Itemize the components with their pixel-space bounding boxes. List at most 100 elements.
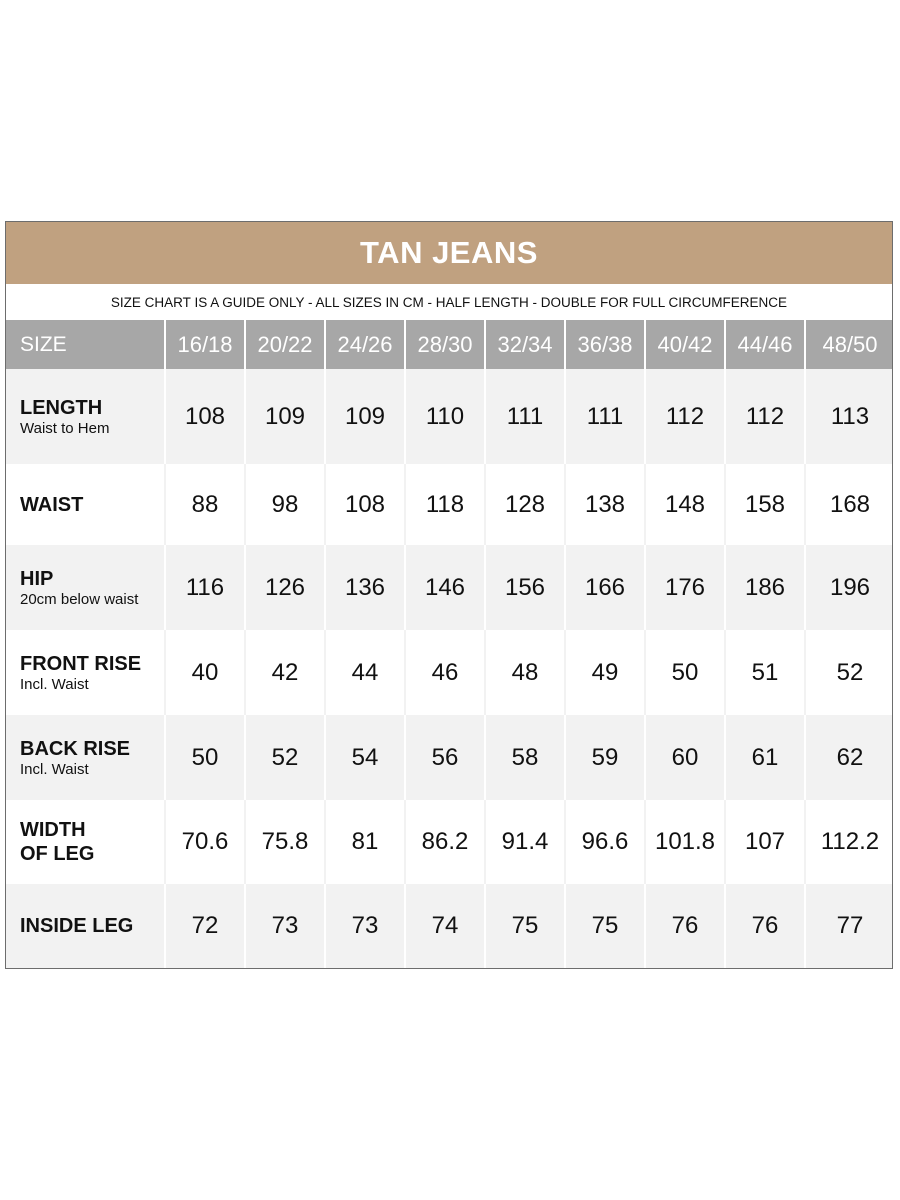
table-cell: 76 xyxy=(644,884,725,968)
row-label-cell: HIP 20cm below waist xyxy=(6,545,165,630)
table-cell: 44 xyxy=(324,630,405,715)
table-cell: 75 xyxy=(564,884,645,968)
table-cell: 48 xyxy=(484,630,565,715)
table-cell: 61 xyxy=(724,715,805,800)
table-cell: 58 xyxy=(484,715,565,800)
table-cell: 86.2 xyxy=(404,800,485,884)
table-cell: 62 xyxy=(804,715,892,800)
row-label: WAIST xyxy=(20,493,84,516)
row-sublabel: Waist to Hem xyxy=(20,419,110,437)
table-cell: 112 xyxy=(724,369,805,464)
row-label: BACK RISE xyxy=(20,737,131,760)
size-col-header: 36/38 xyxy=(564,320,645,369)
row-label: LENGTH xyxy=(20,396,103,419)
table-cell: 148 xyxy=(644,464,725,545)
table-cell: 176 xyxy=(644,545,725,630)
row-sublabel: Incl. Waist xyxy=(20,675,89,693)
table-cell: 91.4 xyxy=(484,800,565,884)
size-col-header: 24/26 xyxy=(324,320,405,369)
table-cell: 76 xyxy=(724,884,805,968)
table-cell: 77 xyxy=(804,884,892,968)
chart-title: TAN JEANS xyxy=(360,235,538,270)
table-cell: 74 xyxy=(404,884,485,968)
table-cell: 59 xyxy=(564,715,645,800)
table-cell: 51 xyxy=(724,630,805,715)
row-label-cell: INSIDE LEG xyxy=(6,884,165,968)
table-cell: 52 xyxy=(244,715,325,800)
table-cell: 146 xyxy=(404,545,485,630)
table-cell: 118 xyxy=(404,464,485,545)
table-cell: 113 xyxy=(804,369,892,464)
row-sublabel: Incl. Waist xyxy=(20,760,89,778)
row-label-line2: OF LEG xyxy=(20,843,95,865)
table-row-length: LENGTH Waist to Hem 108 109 109 110 111 … xyxy=(6,369,892,464)
size-col-header: 16/18 xyxy=(164,320,245,369)
row-label: HIP xyxy=(20,567,54,590)
size-chart: TAN JEANS SIZE CHART IS A GUIDE ONLY - A… xyxy=(5,221,893,969)
table-cell: 52 xyxy=(804,630,892,715)
table-cell: 70.6 xyxy=(164,800,245,884)
table-cell: 112.2 xyxy=(804,800,892,884)
table-cell: 101.8 xyxy=(644,800,725,884)
size-col-header: 32/34 xyxy=(484,320,565,369)
table-cell: 72 xyxy=(164,884,245,968)
chart-subtitle: SIZE CHART IS A GUIDE ONLY - ALL SIZES I… xyxy=(110,294,788,310)
table-cell: 128 xyxy=(484,464,565,545)
table-row-front-rise: FRONT RISE Incl. Waist 40 42 44 46 48 49… xyxy=(6,630,892,715)
table-cell: 168 xyxy=(804,464,892,545)
row-label-cell: FRONT RISE Incl. Waist xyxy=(6,630,165,715)
table-cell: 96.6 xyxy=(564,800,645,884)
table-cell: 112 xyxy=(644,369,725,464)
size-col-header: 40/42 xyxy=(644,320,725,369)
table-row-back-rise: BACK RISE Incl. Waist 50 52 54 56 58 59 … xyxy=(6,715,892,800)
subtitle-bar: SIZE CHART IS A GUIDE ONLY - ALL SIZES I… xyxy=(6,284,892,320)
size-header: SIZE xyxy=(6,320,165,369)
size-col-header: 20/22 xyxy=(244,320,325,369)
table-cell: 88 xyxy=(164,464,245,545)
table-cell: 107 xyxy=(724,800,805,884)
table-row-waist: WAIST 88 98 108 118 128 138 148 158 168 xyxy=(6,464,892,545)
size-table: SIZE 16/18 20/22 24/26 28/30 32/34 36/38… xyxy=(6,320,892,968)
header-row: SIZE 16/18 20/22 24/26 28/30 32/34 36/38… xyxy=(6,320,892,369)
table-cell: 156 xyxy=(484,545,565,630)
table-cell: 49 xyxy=(564,630,645,715)
table-cell: 158 xyxy=(724,464,805,545)
row-label: INSIDE LEG xyxy=(20,915,134,937)
table-cell: 196 xyxy=(804,545,892,630)
table-cell: 60 xyxy=(644,715,725,800)
row-sublabel: 20cm below waist xyxy=(20,590,139,608)
table-cell: 111 xyxy=(564,369,645,464)
table-cell: 50 xyxy=(644,630,725,715)
table-cell: 166 xyxy=(564,545,645,630)
row-label: WIDTH xyxy=(20,819,86,841)
table-cell: 136 xyxy=(324,545,405,630)
table-cell: 75 xyxy=(484,884,565,968)
row-label-cell: WIDTH OF LEG xyxy=(6,800,165,884)
table-cell: 46 xyxy=(404,630,485,715)
table-cell: 98 xyxy=(244,464,325,545)
table-cell: 186 xyxy=(724,545,805,630)
size-col-header: 28/30 xyxy=(404,320,485,369)
row-label-cell: LENGTH Waist to Hem xyxy=(6,369,165,464)
table-cell: 109 xyxy=(244,369,325,464)
table-row-inside-leg: INSIDE LEG 72 73 73 74 75 75 76 76 77 xyxy=(6,884,892,968)
table-cell: 116 xyxy=(164,545,245,630)
table-cell: 73 xyxy=(244,884,325,968)
table-cell: 56 xyxy=(404,715,485,800)
table-cell: 126 xyxy=(244,545,325,630)
table-cell: 81 xyxy=(324,800,405,884)
table-cell: 75.8 xyxy=(244,800,325,884)
table-cell: 50 xyxy=(164,715,245,800)
size-col-header: 48/50 xyxy=(804,320,892,369)
table-cell: 111 xyxy=(484,369,565,464)
size-col-header: 44/46 xyxy=(724,320,805,369)
table-cell: 40 xyxy=(164,630,245,715)
table-row-width-of-leg: WIDTH OF LEG 70.6 75.8 81 86.2 91.4 96.6… xyxy=(6,800,892,884)
table-cell: 108 xyxy=(324,464,405,545)
table-row-hip: HIP 20cm below waist 116 126 136 146 156… xyxy=(6,545,892,630)
table-cell: 42 xyxy=(244,630,325,715)
table-cell: 73 xyxy=(324,884,405,968)
title-bar: TAN JEANS xyxy=(6,222,892,284)
table-cell: 109 xyxy=(324,369,405,464)
table-cell: 108 xyxy=(164,369,245,464)
